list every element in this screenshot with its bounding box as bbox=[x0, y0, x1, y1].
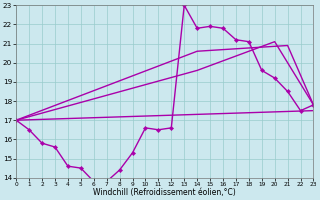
X-axis label: Windchill (Refroidissement éolien,°C): Windchill (Refroidissement éolien,°C) bbox=[93, 188, 236, 197]
